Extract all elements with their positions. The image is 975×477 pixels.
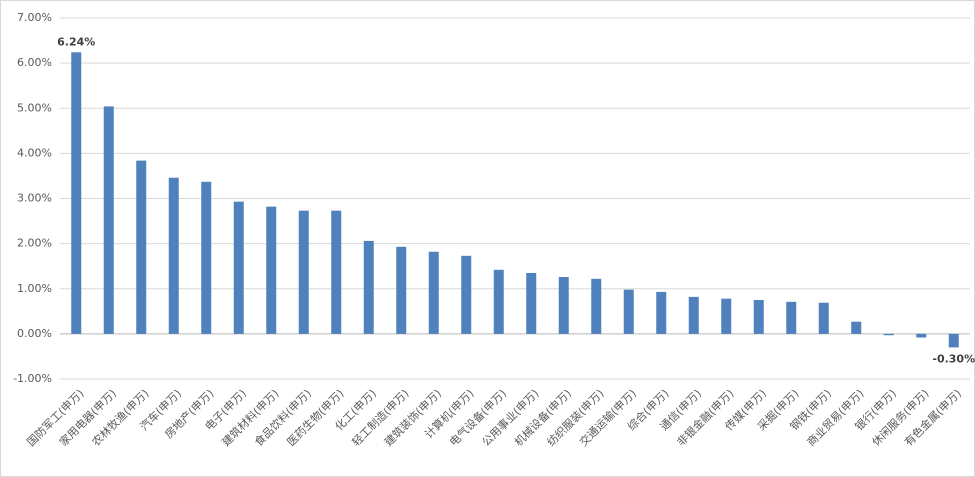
bar bbox=[688, 296, 699, 334]
y-tick-label: 0.00% bbox=[17, 327, 52, 340]
value-label: -0.30% bbox=[932, 352, 975, 365]
bar bbox=[233, 201, 244, 334]
bar bbox=[136, 160, 147, 334]
bar bbox=[363, 240, 374, 334]
bar bbox=[493, 269, 504, 334]
bar bbox=[916, 333, 927, 338]
bar bbox=[753, 300, 764, 334]
y-tick-label: 1.00% bbox=[17, 282, 52, 295]
bar bbox=[591, 278, 602, 334]
bar bbox=[526, 272, 537, 334]
bar bbox=[558, 277, 569, 334]
bar bbox=[883, 333, 894, 336]
y-tick-label: 3.00% bbox=[17, 192, 52, 205]
bar bbox=[168, 177, 179, 334]
bar bbox=[818, 302, 829, 334]
bar bbox=[71, 52, 82, 334]
bar bbox=[266, 206, 277, 334]
bar bbox=[623, 289, 634, 334]
value-label: 6.24% bbox=[57, 35, 95, 48]
bar bbox=[298, 210, 309, 334]
y-tick-label: 2.00% bbox=[17, 237, 52, 250]
bar bbox=[721, 298, 732, 334]
y-tick-label: 6.00% bbox=[17, 56, 52, 69]
bar bbox=[428, 251, 439, 334]
y-tick-label: 5.00% bbox=[17, 101, 52, 114]
bar bbox=[103, 106, 114, 334]
bar bbox=[331, 210, 342, 334]
bar bbox=[786, 301, 797, 334]
bar bbox=[461, 255, 472, 334]
y-tick-label: -1.00% bbox=[13, 372, 52, 385]
bar bbox=[201, 181, 212, 334]
bar bbox=[656, 291, 667, 334]
y-tick-label: 4.00% bbox=[17, 146, 52, 159]
bar bbox=[948, 333, 959, 348]
bar bbox=[396, 246, 407, 334]
y-tick-label: 7.00% bbox=[17, 11, 52, 24]
bar bbox=[851, 321, 862, 334]
